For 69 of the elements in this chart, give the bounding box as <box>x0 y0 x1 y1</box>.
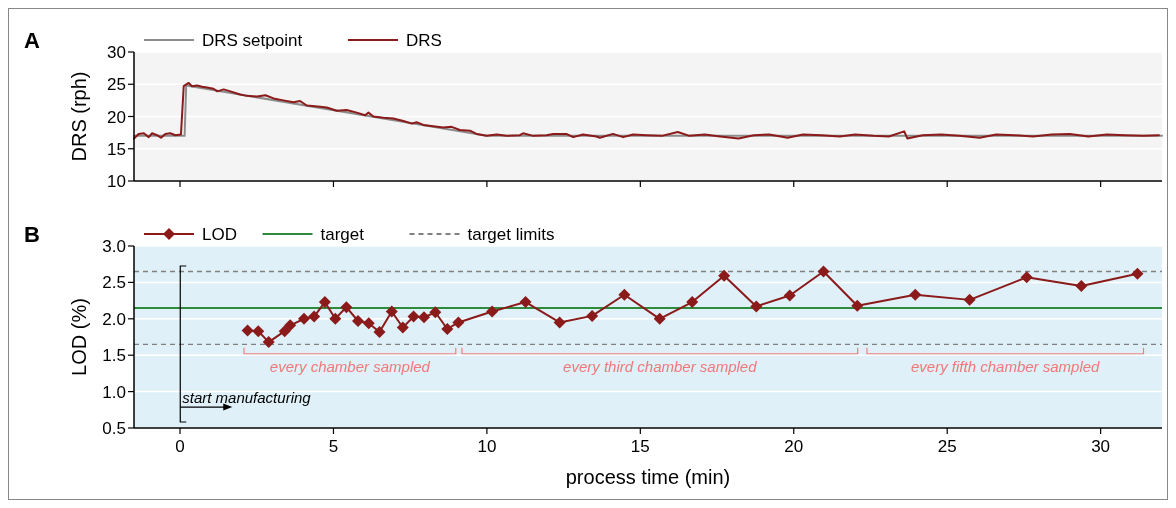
x-axis-title: process time (min) <box>565 466 731 488</box>
point <box>308 310 321 323</box>
y-tick-label: 15 <box>107 139 126 159</box>
point <box>851 299 864 312</box>
x-tick-label: 5 <box>328 437 339 456</box>
point <box>298 312 310 325</box>
y-tick-label: 30 <box>107 43 126 62</box>
chart-title: A <box>24 28 40 53</box>
point <box>429 306 442 319</box>
point <box>407 310 420 323</box>
point <box>817 265 830 278</box>
point <box>486 305 499 318</box>
point <box>340 301 353 314</box>
point <box>718 269 731 282</box>
x-tick-label: 10 <box>477 437 497 456</box>
x-tick-label: 25 <box>937 437 957 456</box>
point <box>519 296 532 309</box>
annotation: every fifth chamber sampled <box>911 357 1101 375</box>
y-axis-title: LOD (%) <box>68 298 90 376</box>
point <box>1075 280 1088 293</box>
legend-label: DRS <box>406 31 442 50</box>
legend-label: LOD <box>202 225 237 244</box>
point <box>417 311 430 324</box>
y-tick-label: 3.0 <box>102 237 126 256</box>
point <box>963 293 976 306</box>
legend-label: target <box>320 225 365 244</box>
y-tick-label: 25 <box>107 75 126 95</box>
y-tick-label: 2.5 <box>102 273 126 293</box>
point <box>385 305 398 318</box>
legend-label: DRS setpoint <box>202 31 303 50</box>
point <box>750 300 763 313</box>
point <box>1020 271 1033 284</box>
point <box>362 317 375 330</box>
chart-title: B <box>24 222 40 247</box>
point <box>252 325 265 338</box>
y-tick-label: 0.5 <box>102 419 126 438</box>
point <box>262 336 275 349</box>
point <box>373 325 386 338</box>
point <box>352 314 365 327</box>
x-tick-label: 30 <box>1091 437 1111 456</box>
point <box>783 289 796 302</box>
annotation: every chamber sampled <box>269 357 431 375</box>
point <box>241 324 254 337</box>
annotation: start manufacturing <box>182 389 312 407</box>
y-tick-label: 2.0 <box>102 309 126 329</box>
x-tick-label: 15 <box>630 437 650 456</box>
legend-label: target limits <box>467 225 555 244</box>
point <box>618 288 631 301</box>
y-tick-label: 1.0 <box>102 382 126 402</box>
y-tick-label: 1.5 <box>102 346 126 366</box>
point <box>278 325 291 338</box>
x-tick-label: 20 <box>784 437 804 456</box>
y-tick-label: 10 <box>107 172 126 191</box>
y-tick-label: 20 <box>107 107 126 127</box>
point <box>329 312 342 325</box>
point <box>284 319 297 332</box>
x-tick-label: 0 <box>175 437 185 456</box>
point <box>441 322 454 335</box>
point <box>1131 267 1144 280</box>
point <box>586 309 599 322</box>
annotation: every third chamber sampled <box>563 357 758 375</box>
point <box>318 296 331 309</box>
point <box>553 316 566 329</box>
point <box>653 312 666 325</box>
y-axis-title: DRS (rph) <box>68 71 90 162</box>
point <box>396 321 409 334</box>
point <box>452 316 465 329</box>
point <box>686 296 699 309</box>
point <box>909 288 922 301</box>
